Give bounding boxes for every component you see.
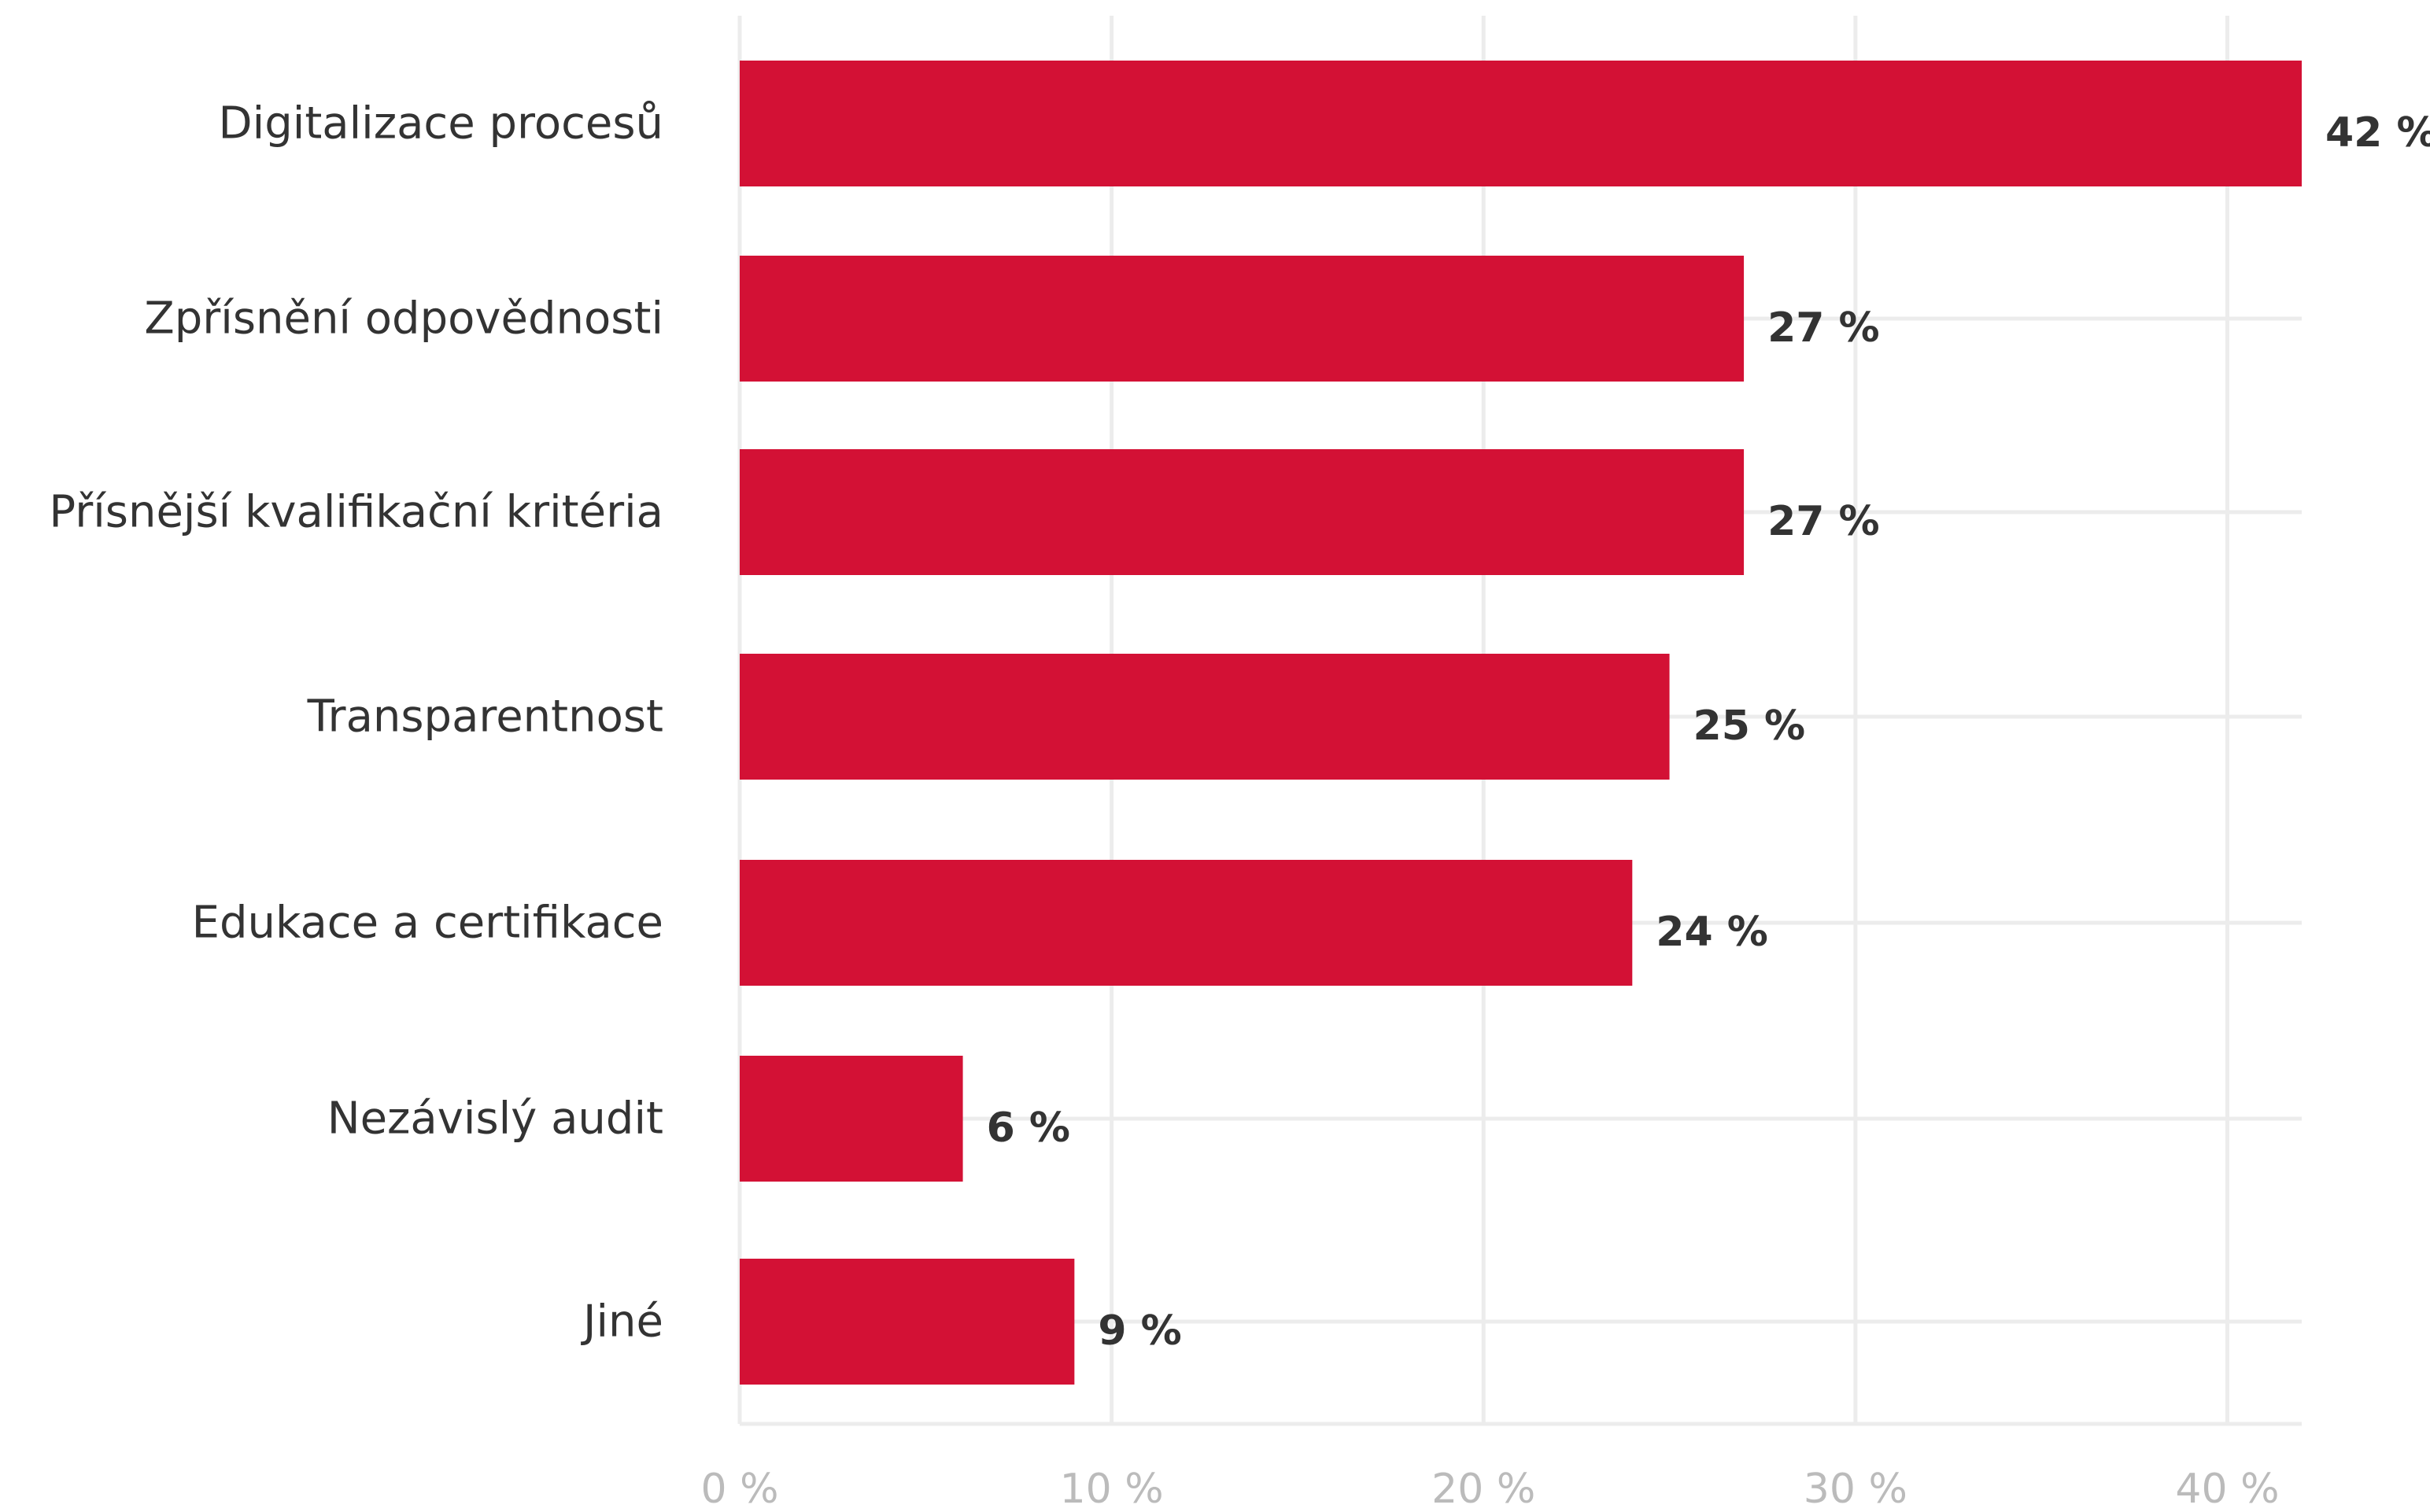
category-label-6: Jiné: [581, 1296, 663, 1348]
value-label-4: 24 %: [1656, 909, 1768, 956]
bar-3: [740, 654, 1670, 780]
x-tick-label-2: 20 %: [1431, 1466, 1535, 1512]
x-axis-tick-labels: 0 % 10 % 20 % 30 % 40 %: [700, 1466, 2279, 1512]
x-tick-label-3: 30 %: [1804, 1466, 1907, 1512]
value-labels: 42 % 27 % 27 % 25 % 24 % 6 % 9 %: [987, 109, 2430, 1355]
bar-1: [740, 256, 1745, 382]
category-labels: Digitalizace procesů Zpřísnění odpovědnos…: [49, 98, 663, 1348]
value-label-2: 27 %: [1767, 498, 1880, 545]
value-label-1: 27 %: [1767, 304, 1880, 352]
bar-4: [740, 860, 1633, 986]
x-tick-label-1: 10 %: [1060, 1466, 1164, 1512]
category-label-3: Transparentnost: [307, 691, 663, 743]
bars: [740, 61, 2302, 1385]
bar-5: [740, 1056, 963, 1182]
bar-6: [740, 1259, 1075, 1385]
category-label-1: Zpřísnění odpovědnosti: [144, 293, 663, 345]
value-label-0: 42 %: [2325, 109, 2430, 157]
bar-0: [740, 61, 2302, 186]
value-label-6: 9 %: [1098, 1307, 1181, 1355]
value-label-3: 25 %: [1693, 703, 1806, 750]
value-label-5: 6 %: [987, 1104, 1070, 1152]
bar-2: [740, 449, 1745, 575]
x-tick-label-0: 0 %: [700, 1466, 778, 1512]
x-tick-label-4: 40 %: [2175, 1466, 2279, 1512]
category-label-4: Edukace a certifikace: [192, 898, 663, 949]
category-label-0: Digitalizace procesů: [219, 98, 663, 149]
category-label-5: Nezávislý audit: [327, 1093, 663, 1145]
category-label-2: Přísnější kvalifikační kritéria: [49, 487, 663, 538]
